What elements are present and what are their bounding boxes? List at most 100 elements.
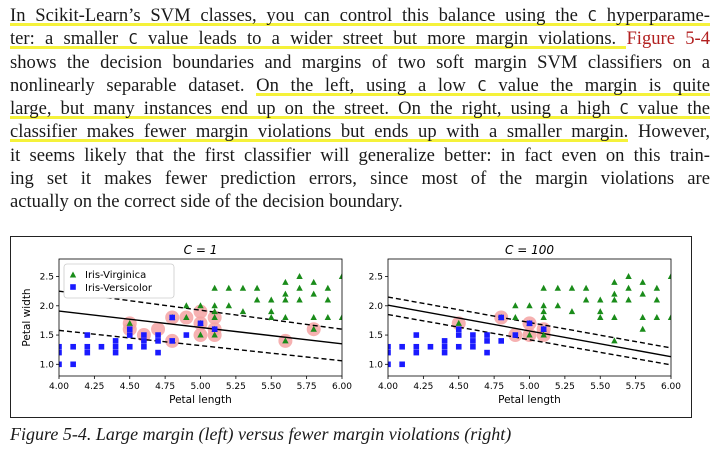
virginica-point bbox=[582, 284, 590, 291]
svm-comparison-figure: C = 1 4.00 4.25 4.50 4.75 5.00 5.25 5.50 5.75 6.0… bbox=[21, 243, 681, 406]
virginica-point bbox=[582, 296, 590, 303]
virginica-point bbox=[540, 331, 547, 338]
inline-code: C bbox=[477, 76, 487, 95]
paragraph-line-9: actually on the correct side of the deci… bbox=[10, 191, 403, 213]
figure-caption: Figure 5-4. Large margin (left) versus f… bbox=[10, 424, 512, 444]
versicolor-point bbox=[84, 349, 91, 356]
x-tick-label: 4.00 bbox=[49, 382, 69, 392]
support-vector-halo bbox=[193, 304, 208, 319]
x-tick-label: 4.00 bbox=[378, 382, 398, 392]
virginica-point bbox=[338, 314, 342, 320]
virginica-point bbox=[211, 331, 218, 338]
virginica-point bbox=[639, 314, 646, 320]
paragraph-line-3: shows the decision boundaries and margin… bbox=[10, 51, 710, 73]
x-tick-label: 5.50 bbox=[590, 382, 610, 392]
virginica-point bbox=[211, 302, 218, 309]
virginica-point bbox=[310, 290, 317, 297]
virginica-point bbox=[512, 302, 519, 309]
y-axis-label: Petal width bbox=[21, 288, 33, 346]
x-tick-label: 5.50 bbox=[261, 382, 281, 392]
virginica-point bbox=[639, 290, 646, 297]
versicolor-point bbox=[413, 332, 420, 338]
x-tick-label: 4.25 bbox=[413, 382, 433, 392]
y-tick-label: 1.5 bbox=[369, 331, 383, 341]
paragraph-line-7: it seems likely that the first classifie… bbox=[10, 144, 710, 166]
virginica-point bbox=[611, 296, 618, 303]
x-tick-label: 6.00 bbox=[332, 382, 352, 392]
versicolor-point bbox=[126, 343, 133, 350]
scatter-panel-1: C = 1 4.00 4.25 4.50 4.75 5.00 5.25 5.50 5.75 6.0… bbox=[21, 243, 352, 406]
versicolor-point bbox=[183, 332, 190, 338]
figure-cross-reference-link[interactable]: Figure 5-4 bbox=[626, 28, 711, 50]
versicolor-point bbox=[470, 343, 476, 350]
virginica-point bbox=[310, 325, 317, 332]
plot-area bbox=[388, 273, 671, 368]
x-tick-label: 4.50 bbox=[449, 382, 469, 392]
versicolor-point bbox=[413, 343, 420, 350]
versicolor-point bbox=[413, 349, 420, 356]
virginica-point bbox=[667, 314, 671, 320]
versicolor-point bbox=[441, 343, 448, 350]
inline-code: C bbox=[587, 7, 598, 25]
versicolor-point bbox=[388, 361, 391, 368]
versicolor-point bbox=[126, 326, 133, 332]
decision-boundary-line bbox=[59, 310, 342, 345]
y-tick-label: 1.0 bbox=[40, 360, 55, 370]
virginica-point bbox=[310, 278, 317, 285]
virginica-point bbox=[611, 290, 618, 297]
virginica-point bbox=[597, 314, 604, 320]
versicolor-point bbox=[427, 343, 434, 350]
versicolor-point bbox=[84, 343, 91, 350]
virginica-point bbox=[296, 273, 303, 280]
versicolor-point bbox=[526, 320, 533, 327]
versicolor-point bbox=[470, 338, 476, 344]
legend-entry-label: Iris-Versicolor bbox=[85, 283, 153, 294]
body-paragraph: In Scikit-Learn’s SVM classes, you can c… bbox=[10, 4, 710, 214]
virginica-point bbox=[512, 314, 519, 320]
virginica-point bbox=[568, 308, 576, 315]
virginica-point bbox=[653, 314, 661, 320]
x-tick-label: 5.75 bbox=[297, 382, 317, 392]
versicolor-point bbox=[455, 332, 462, 338]
virginica-point bbox=[211, 308, 218, 315]
versicolor-point bbox=[211, 326, 218, 332]
x-tick-label: 4.50 bbox=[120, 382, 140, 392]
virginica-point bbox=[197, 331, 204, 338]
virginica-point bbox=[282, 314, 289, 320]
y-tick-label: 2.0 bbox=[40, 302, 55, 312]
versicolor-point bbox=[399, 343, 405, 350]
chart-legend: Iris-Virginica Iris-Versicolor bbox=[63, 263, 175, 299]
paragraph-line-4: nonlinearly separable dataset. On the le… bbox=[10, 74, 710, 96]
versicolor-point bbox=[388, 343, 391, 350]
versicolor-point bbox=[441, 349, 448, 356]
versicolor-point bbox=[126, 332, 133, 338]
virginica-point bbox=[597, 308, 604, 315]
x-axis-label: Petal length bbox=[169, 394, 232, 406]
versicolor-point bbox=[484, 349, 490, 356]
versicolor-point bbox=[59, 361, 62, 368]
virginica-point bbox=[540, 308, 547, 315]
virginica-point bbox=[324, 284, 332, 291]
virginica-point bbox=[268, 314, 275, 320]
y-tick-label: 2.0 bbox=[369, 302, 384, 312]
virginica-point bbox=[611, 278, 618, 285]
virginica-point bbox=[639, 325, 646, 332]
virginica-point bbox=[625, 273, 632, 280]
inline-code: C bbox=[128, 30, 138, 49]
virginica-point bbox=[324, 314, 332, 320]
versicolor-point bbox=[498, 314, 504, 321]
decision-boundary-line bbox=[388, 304, 671, 358]
paragraph-line-1: In Scikit-Learn’s SVM classes, you can c… bbox=[10, 5, 711, 26]
versicolor-point bbox=[59, 349, 62, 356]
x-tick-label: 5.75 bbox=[626, 382, 646, 392]
virginica-point bbox=[268, 296, 275, 303]
legend-entry-label: Iris-Virginica bbox=[85, 270, 146, 281]
virginica-point bbox=[540, 314, 547, 320]
virginica-point bbox=[639, 278, 646, 285]
paragraph-line-6: classifier makes fewer margin violations… bbox=[10, 121, 711, 143]
versicolor-point bbox=[84, 332, 91, 338]
virginica-point bbox=[526, 331, 533, 338]
plot-area bbox=[59, 273, 342, 368]
virginica-point bbox=[653, 296, 661, 303]
